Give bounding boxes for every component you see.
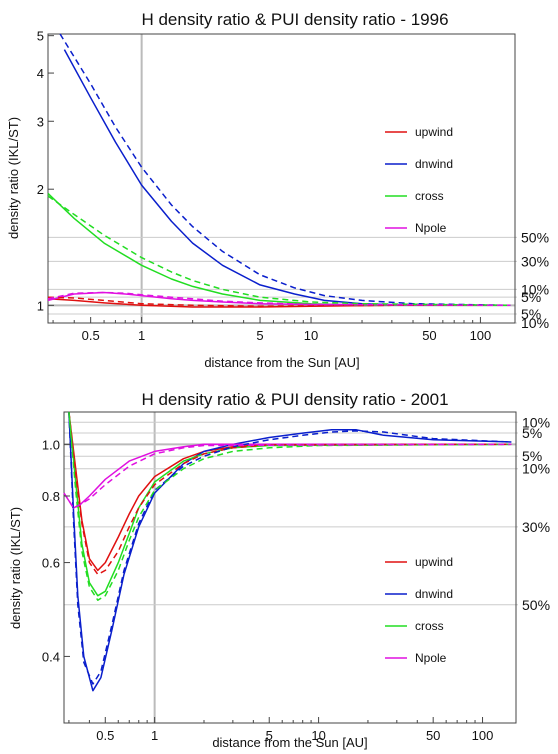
chart-1996-title: H density ratio & PUI density ratio - 19… (141, 10, 448, 29)
y-tick-label: 1 (37, 298, 44, 313)
chart-1996-ticks: 0.5 1 5 10 50 100 1 2 3 4 5 (37, 29, 492, 343)
x-tick-label: 1 (138, 328, 145, 343)
chart-1996-legend: upwind dnwind cross Npole (385, 125, 453, 235)
y-tick-label: 0.8 (42, 489, 60, 504)
dashed-line (47, 296, 511, 307)
dashed-line (59, 33, 511, 307)
percent-label: 10% (522, 414, 550, 430)
x-tick-label: 5 (256, 328, 263, 343)
x-tick-label: 100 (472, 728, 494, 743)
chart-2001-series (63, 411, 512, 692)
legend-label-Npole: Npole (415, 651, 447, 665)
chart-2001: H density ratio & PUI density ratio - 20… (8, 390, 550, 750)
chart-1996-xlabel: distance from the Sun [AU] (204, 355, 359, 370)
percent-label: 10% (522, 461, 550, 477)
dashed-line (47, 291, 511, 307)
y-tick-label: 1.0 (42, 437, 60, 452)
percent-label: 50% (522, 597, 550, 613)
dashed-line (68, 411, 512, 601)
legend-label-dnwind: dnwind (415, 157, 453, 171)
x-tick-label: 50 (422, 328, 436, 343)
chart-2001-ylabel: density ratio (IKL/ST) (8, 507, 23, 629)
percent-label: 10% (521, 281, 549, 297)
upwind-line (68, 411, 512, 572)
x-tick-label: 10 (311, 728, 325, 743)
chart-2001-ticks: 0.5 1 5 10 50 100 0.4 0.6 0.8 1.0 (42, 437, 493, 743)
legend-label-upwind: upwind (415, 555, 453, 569)
legend-label-cross: cross (415, 189, 444, 203)
x-tick-label: 10 (304, 328, 318, 343)
y-tick-label: 0.4 (42, 649, 60, 664)
chart-2001-legend: upwind dnwind cross Npole (385, 555, 453, 665)
legend-label-dnwind: dnwind (415, 587, 453, 601)
dashed-line (63, 443, 512, 509)
y-tick-label: 2 (37, 182, 44, 197)
x-tick-label: 0.5 (96, 728, 114, 743)
chart-1996-series (47, 33, 511, 308)
x-tick-label: 100 (470, 328, 492, 343)
Npole-line (63, 443, 512, 509)
chart-1996: H density ratio & PUI density ratio - 19… (6, 10, 549, 370)
chart-2001-right-labels: 10%5%5%10%30%50% (522, 414, 550, 612)
legend-label-Npole: Npole (415, 221, 447, 235)
percent-label: 5% (521, 289, 541, 305)
percent-label: 5% (522, 425, 542, 441)
chart-2001-xlabel: distance from the Sun [AU] (212, 735, 367, 750)
chart-2001-frame (63, 411, 517, 724)
dashed-line (68, 411, 512, 685)
chart-1996-ylabel: density ratio (IKL/ST) (6, 117, 21, 239)
percent-label: 5% (521, 306, 541, 322)
cross-line (47, 192, 511, 307)
chart-1996-grid (48, 34, 517, 324)
y-tick-label: 5 (37, 29, 44, 44)
dnwind-line (63, 49, 511, 307)
y-tick-label: 0.6 (42, 556, 60, 571)
x-tick-label: 0.5 (82, 328, 100, 343)
dashed-line (47, 195, 511, 307)
percent-label: 5% (522, 448, 542, 464)
x-tick-label: 5 (266, 728, 273, 743)
chart-1996-right-labels: 50%30%10%5%5%10% (521, 229, 549, 331)
legend-label-cross: cross (415, 619, 444, 633)
percent-label: 50% (521, 229, 549, 245)
y-tick-label: 3 (37, 114, 44, 129)
chart-2001-title: H density ratio & PUI density ratio - 20… (141, 390, 448, 409)
dashed-line (68, 411, 512, 576)
percent-label: 30% (522, 519, 550, 535)
x-tick-label: 1 (151, 728, 158, 743)
percent-label: 10% (521, 315, 549, 331)
x-tick-label: 50 (426, 728, 440, 743)
y-tick-label: 4 (37, 66, 44, 81)
dnwind-line (68, 411, 512, 692)
legend-label-upwind: upwind (415, 125, 453, 139)
chart-1996-frame (47, 33, 516, 324)
percent-label: 30% (521, 253, 549, 269)
